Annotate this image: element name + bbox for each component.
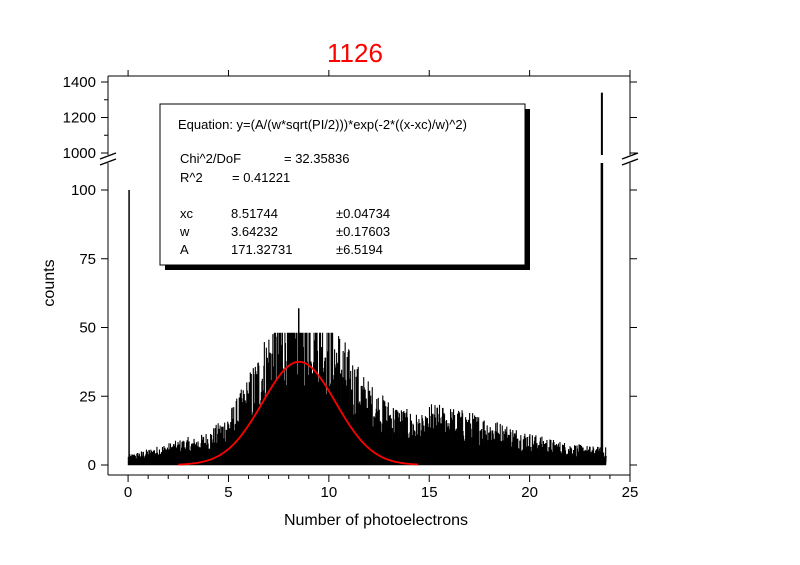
fit-box-frame — [159, 103, 526, 266]
fit-param-xc-value: 8.51744 — [231, 206, 278, 221]
axis-break-mark — [621, 158, 639, 166]
plot-area — [127, 92, 607, 466]
fit-chi2-label: Chi^2/DoF — [180, 151, 241, 166]
fit-param-a-value: 171.32731 — [231, 242, 292, 257]
fit-param-w-name: w — [179, 224, 190, 239]
axes: 0 5 10 15 20 25 0 25 50 75 100 1000 1200 1400 — [63, 70, 639, 501]
y-tick-label: 0 — [88, 457, 96, 474]
x-tick-label: 15 — [421, 484, 438, 501]
axis-break-mark — [99, 158, 117, 166]
x-tick-label: 25 — [622, 484, 639, 501]
chart-title: 1126 — [327, 38, 383, 68]
fit-param-w-value: 3.64232 — [231, 224, 278, 239]
fit-chi2-value: = 32.35836 — [284, 151, 349, 166]
x-tick-label: 0 — [124, 484, 132, 501]
y-axis-title: counts — [41, 259, 58, 306]
axis-break-mark — [621, 152, 639, 160]
histogram-bars — [127, 332, 607, 466]
fit-equation: Equation: y=(A/(w*sqrt(PI/2)))*exp(-2*((… — [178, 117, 467, 132]
fit-param-w-error: ±0.17603 — [336, 224, 390, 239]
axis-break-gap — [622, 155, 638, 163]
y-tick-label: 75 — [79, 251, 96, 268]
fit-param-a-error: ±6.5194 — [336, 242, 383, 257]
x-tick-label: 5 — [224, 484, 232, 501]
fit-r2-label: R^2 — [180, 170, 203, 185]
fit-r2-value: = 0.41221 — [232, 170, 290, 185]
fit-param-xc-name: xc — [180, 206, 194, 221]
fit-curve — [178, 360, 419, 466]
fit-results-box: Equation: y=(A/(w*sqrt(PI/2)))*exp(-2*((… — [159, 103, 530, 270]
y-tick-label-upper: 1200 — [63, 110, 96, 127]
y-tick-label-upper: 1000 — [63, 145, 96, 162]
axis-break-gap — [100, 155, 116, 163]
fit-param-a-name: A — [180, 242, 189, 257]
x-tick-label: 10 — [321, 484, 338, 501]
axis-break-mark — [99, 152, 117, 160]
y-tick-label: 100 — [71, 182, 96, 199]
y-tick-label: 25 — [79, 388, 96, 405]
y-tick-label-upper: 1400 — [63, 74, 96, 91]
y-tick-label: 50 — [79, 320, 96, 337]
x-tick-label: 20 — [521, 484, 538, 501]
x-axis-title: Number of photoelectrons — [284, 512, 468, 529]
fit-param-xc-error: ±0.04734 — [336, 206, 390, 221]
